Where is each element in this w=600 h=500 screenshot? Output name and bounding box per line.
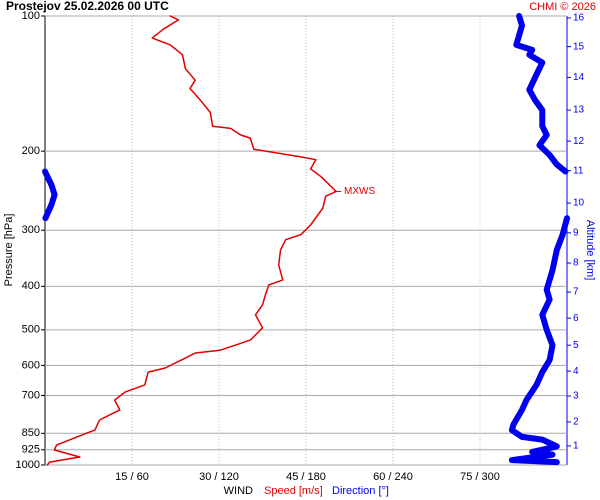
y-axis-label: Pressure [hPa] [3,214,15,287]
y2-tick-label: 9 [573,227,579,238]
y-tick-label: 100 [22,10,40,22]
legend-entry: Speed [m/s] [264,485,323,497]
y2-tick-label: 6 [573,313,579,324]
x-tick-label: 30 / 120 [199,471,239,483]
y-tick-label: 200 [22,145,40,157]
x-tick-label: 75 / 300 [460,471,500,483]
y-tick-label: 300 [22,224,40,236]
profile-line [42,168,58,222]
y2-tick-label: 5 [573,340,579,351]
y2-tick-label: 10 [573,198,585,209]
chart-title: Prostejov 25.02.2026 00 UTC [6,0,169,13]
y2-tick-label: 12 [573,136,585,147]
y2-tick-label: 14 [573,72,585,83]
y-tick-label: 1000 [16,459,40,471]
y2-tick-label: 8 [573,258,579,269]
x-tick-label: 45 / 180 [286,471,326,483]
profile-line [46,15,337,466]
y2-tick-label: 2 [573,417,579,428]
profile-line [508,215,570,466]
y-tick-label: 850 [22,427,40,439]
y2-tick-label: 7 [573,287,579,298]
y2-tick-label: 16 [573,13,585,24]
y2-tick-label: 13 [573,105,585,116]
y2-tick-label: 15 [573,41,585,52]
credit: CHMI © 2026 [529,1,596,13]
y-tick-label: 500 [22,324,40,336]
y-tick-label: 600 [22,359,40,371]
y-tick-label: 700 [22,389,40,401]
y-tick-label: 400 [22,280,40,292]
x-axis-label: WIND [224,485,253,497]
y2-axis-label: Altitude [km] [584,220,596,281]
legend-entry: Direction [°] [332,485,389,497]
x-tick-label: 60 / 240 [373,471,413,483]
y2-tick-label: 11 [573,165,584,176]
y2-tick-label: 4 [573,366,579,377]
profile-line [513,13,569,175]
y2-tick-label: 3 [573,391,579,402]
annotation: MXWS [344,186,375,197]
y2-tick-label: 1 [573,441,579,452]
x-tick-label: 15 / 60 [115,471,149,483]
y-tick-label: 925 [22,444,40,456]
